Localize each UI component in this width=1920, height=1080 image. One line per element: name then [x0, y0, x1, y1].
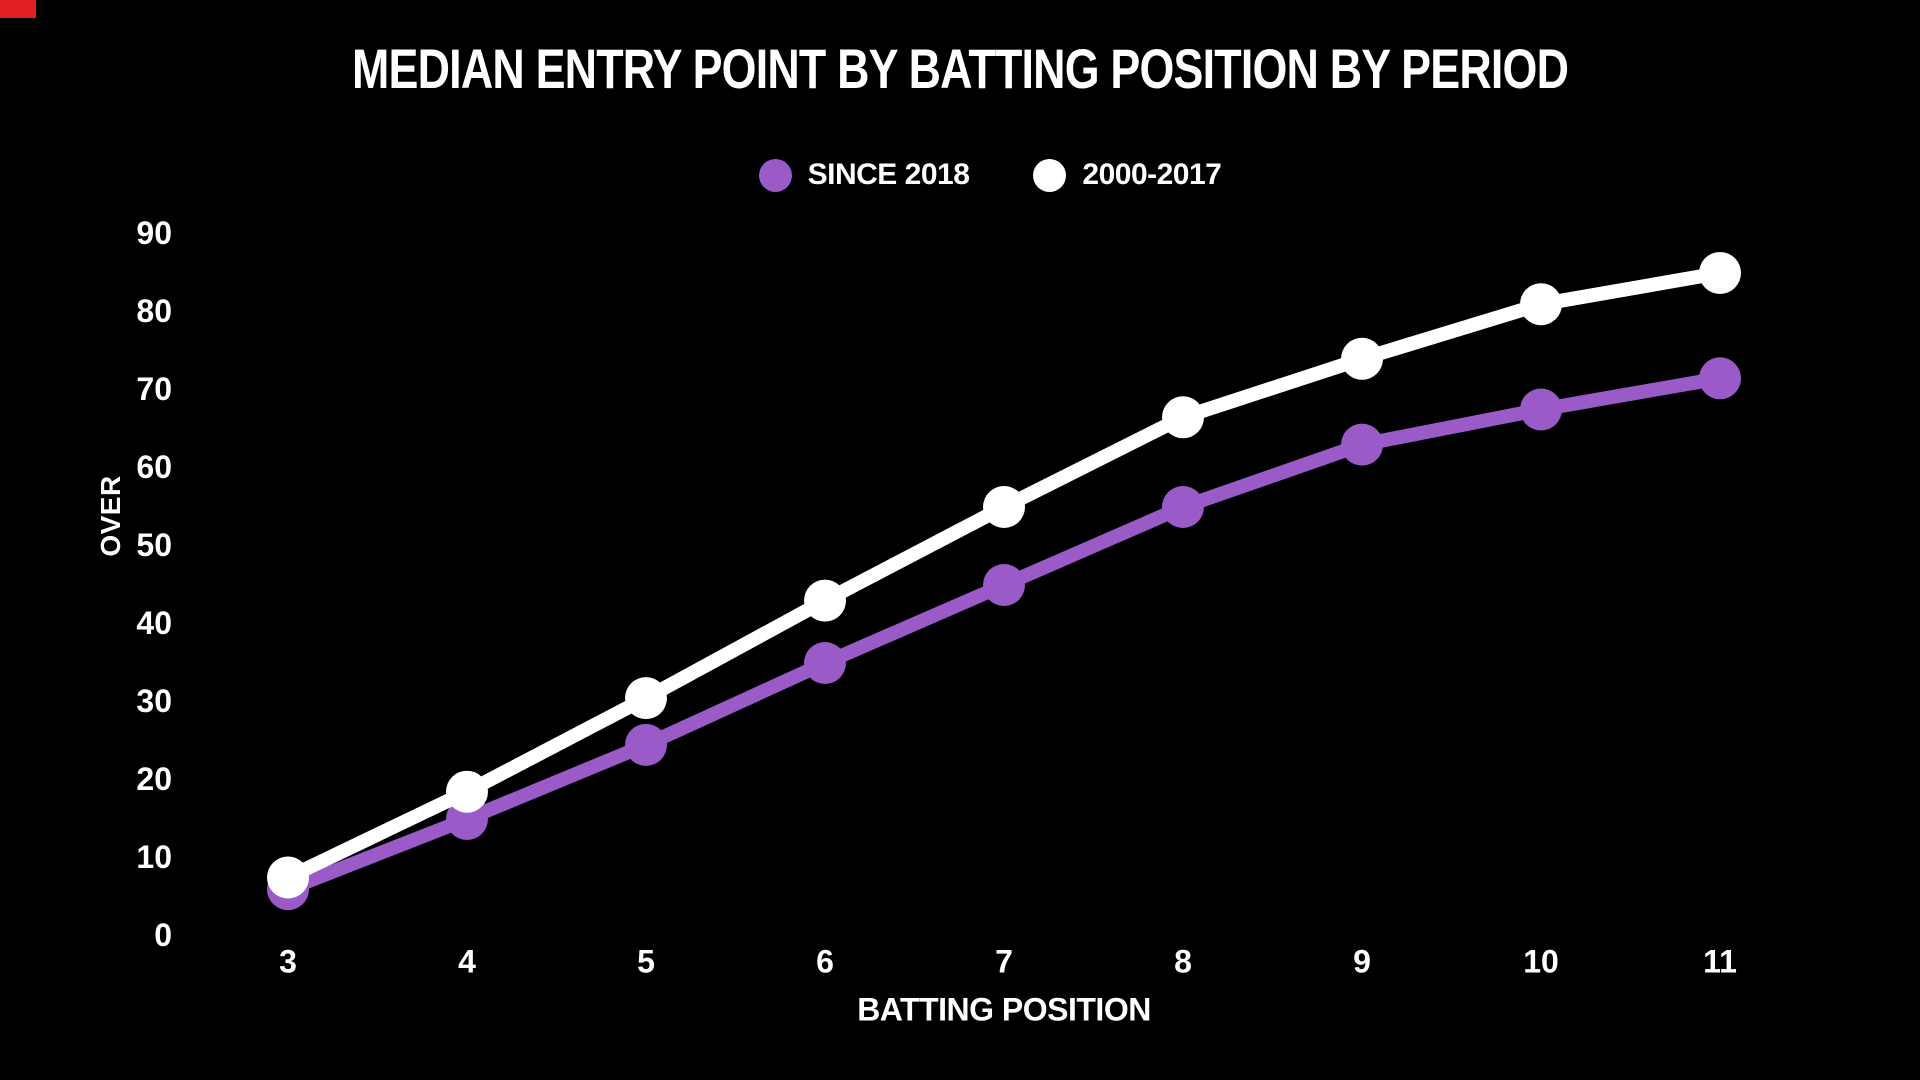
- title-row: MEDIAN ENTRY POINT BY BATTING POSITION B…: [30, 36, 1890, 101]
- x-tick-3: 3: [279, 943, 297, 980]
- data-point: [625, 677, 667, 720]
- y-tick-80: 80: [136, 292, 172, 329]
- data-point: [1162, 486, 1204, 528]
- y-tick-70: 70: [136, 370, 172, 407]
- x-tick-9: 9: [1353, 943, 1371, 980]
- data-point: [1520, 283, 1562, 326]
- data-point: [804, 579, 846, 622]
- data-point: [983, 564, 1025, 606]
- legend-label-since-2018: SINCE 2018: [807, 158, 970, 191]
- data-point: [1699, 357, 1741, 400]
- y-tick-30: 30: [136, 682, 172, 719]
- y-tick-60: 60: [136, 448, 172, 485]
- legend-swatch-since-2018-icon: [758, 158, 792, 192]
- x-tick-6: 6: [816, 943, 834, 980]
- x-tick-8: 8: [1174, 943, 1192, 980]
- y-tick-0: 0: [154, 916, 172, 953]
- series-line-0: [281, 371, 1727, 897]
- x-axis-title: BATTING POSITION: [857, 991, 1151, 1028]
- data-point: [1520, 388, 1562, 431]
- x-tick-7: 7: [995, 943, 1013, 980]
- data-point: [1699, 252, 1741, 294]
- legend-swatch-2000-2017-icon: [1033, 158, 1067, 192]
- x-tick-5: 5: [637, 943, 655, 980]
- y-tick-90: 90: [136, 214, 172, 251]
- screen-corner-artifact: [0, 0, 36, 18]
- data-point: [267, 856, 309, 899]
- y-tick-10: 10: [136, 838, 172, 875]
- data-point: [983, 486, 1025, 528]
- legend-item-2000-2017: 2000-2017: [1033, 158, 1222, 192]
- x-tick-11: 11: [1703, 943, 1737, 980]
- legend-label-2000-2017: 2000-2017: [1082, 158, 1222, 191]
- data-point: [446, 770, 488, 813]
- x-tick-10: 10: [1523, 943, 1559, 980]
- data-point: [804, 642, 846, 684]
- x-tick-4: 4: [458, 943, 476, 980]
- y-tick-20: 20: [136, 760, 172, 797]
- legend: SINCE 2018 2000-2017: [60, 158, 1920, 192]
- data-point: [1341, 337, 1383, 380]
- data-point: [625, 723, 667, 766]
- legend-item-since-2018: SINCE 2018: [758, 158, 970, 192]
- y-tick-40: 40: [136, 604, 172, 641]
- chart-title: MEDIAN ENTRY POINT BY BATTING POSITION B…: [351, 37, 1569, 100]
- y-tick-50: 50: [136, 526, 172, 563]
- data-point: [1162, 396, 1204, 439]
- data-point: [1341, 423, 1383, 466]
